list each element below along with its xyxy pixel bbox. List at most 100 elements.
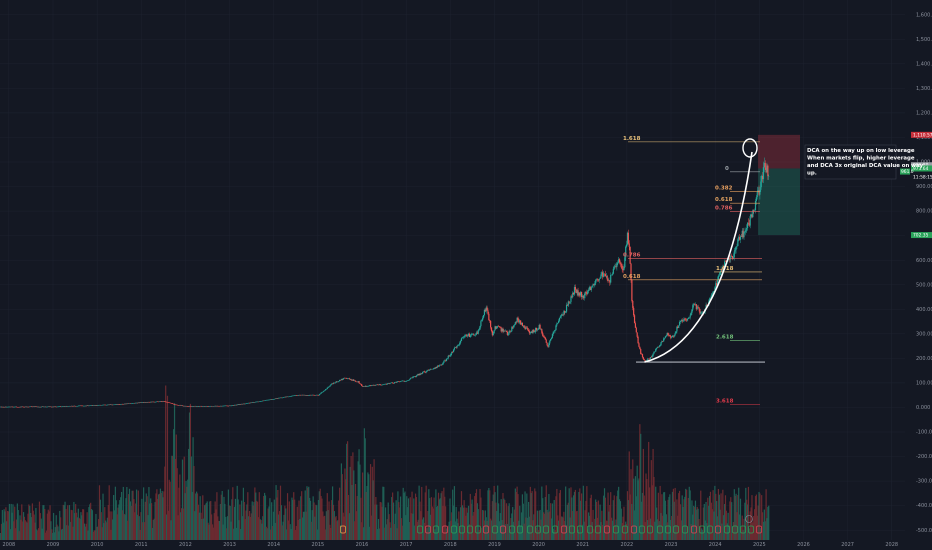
earnings-marker[interactable] — [467, 525, 473, 534]
candle-body — [125, 403, 127, 405]
earnings-marker[interactable] — [492, 525, 498, 534]
earnings-marker[interactable] — [500, 525, 506, 534]
earnings-marker[interactable] — [340, 525, 346, 534]
earnings-marker[interactable] — [613, 525, 619, 534]
take-profit-zone[interactable] — [758, 168, 800, 236]
volume-bar — [373, 459, 375, 540]
fibonacci-levels[interactable]: 1.61800.3820.6180.7860.7861.6180.6182.61… — [623, 136, 765, 405]
candle-body — [526, 327, 528, 329]
earnings-marker[interactable] — [451, 525, 457, 534]
volume-bar — [481, 527, 483, 540]
volume-bar — [458, 511, 460, 540]
candle-body — [416, 374, 418, 376]
candle-body — [665, 335, 667, 337]
volume-bar — [57, 526, 59, 540]
volume-bar — [471, 499, 473, 540]
earnings-marker[interactable] — [715, 525, 721, 534]
earnings-marker[interactable] — [595, 525, 601, 534]
candle-body — [749, 216, 751, 226]
volume-bar — [143, 522, 146, 540]
parabolic-curve[interactable] — [644, 151, 753, 363]
annotation-note[interactable]: DCA on the way up on low leverage When m… — [804, 144, 924, 180]
highlight-circle[interactable] — [742, 138, 758, 158]
earnings-marker[interactable] — [682, 525, 688, 534]
candle-body — [761, 175, 764, 180]
earnings-marker[interactable] — [665, 525, 671, 534]
upcoming-event-icon[interactable] — [745, 515, 753, 523]
earnings-marker[interactable] — [732, 525, 738, 534]
position-box[interactable] — [758, 134, 800, 236]
candle-body — [587, 291, 589, 295]
volume-bar — [555, 496, 557, 540]
earnings-marker[interactable] — [631, 525, 637, 534]
earnings-marker[interactable] — [724, 525, 730, 534]
candle-body — [550, 337, 553, 340]
candle-body — [426, 370, 428, 372]
volume-bar — [200, 512, 202, 540]
earnings-marker[interactable] — [699, 525, 705, 534]
earnings-marker[interactable] — [543, 525, 549, 534]
time-axis[interactable]: 2008 2009 2010 2011 2012 2013 2014 2015 2016 2017… — [2, 542, 898, 548]
volume-bar — [186, 486, 188, 540]
earnings-marker[interactable] — [527, 525, 533, 534]
volume-bar — [44, 509, 46, 540]
candle-body — [308, 395, 310, 396]
volume-bar — [85, 523, 87, 540]
candle-body — [278, 397, 280, 399]
earnings-marker[interactable] — [517, 525, 523, 534]
earnings-marker[interactable] — [647, 525, 653, 534]
earnings-marker[interactable] — [673, 525, 679, 534]
candle-body — [343, 377, 345, 379]
earnings-marker[interactable] — [639, 525, 645, 534]
candle-body — [396, 381, 398, 383]
earnings-marker[interactable] — [459, 525, 465, 534]
candle-body — [203, 406, 206, 407]
earnings-marker[interactable] — [657, 525, 663, 534]
candle-body — [443, 361, 445, 363]
volume-bar — [567, 502, 569, 540]
earnings-marker[interactable] — [535, 525, 541, 534]
candle-body — [157, 401, 159, 403]
fib-level-label: 2.618 — [716, 335, 734, 341]
earnings-marker[interactable] — [417, 525, 423, 534]
earnings-marker[interactable] — [691, 525, 697, 534]
earnings-marker[interactable] — [425, 525, 431, 534]
earnings-marker[interactable] — [577, 525, 583, 534]
earnings-marker[interactable] — [509, 525, 515, 534]
volume-bar — [93, 530, 95, 540]
drawings[interactable] — [644, 138, 758, 363]
earnings-marker[interactable] — [707, 525, 713, 534]
volume-bar — [569, 517, 571, 540]
earnings-marker[interactable] — [483, 525, 489, 534]
earnings-marker[interactable] — [587, 525, 593, 534]
earnings-marker[interactable] — [622, 525, 628, 534]
earnings-marker[interactable] — [569, 525, 575, 534]
volume-bar — [354, 483, 357, 540]
earnings-marker[interactable] — [442, 525, 448, 534]
candle-body — [477, 330, 479, 334]
earnings-marker[interactable] — [433, 525, 439, 534]
candle-body — [346, 378, 348, 379]
earnings-marker[interactable] — [475, 525, 481, 534]
earnings-marker[interactable] — [748, 525, 754, 534]
candle-body — [535, 327, 538, 331]
event-markers[interactable] — [340, 515, 762, 534]
earnings-marker[interactable] — [604, 525, 610, 534]
volume-bar — [437, 492, 440, 540]
candle-body — [615, 266, 617, 267]
volume-bar — [292, 499, 294, 540]
candle-body — [445, 358, 448, 362]
volume-bar — [337, 520, 339, 540]
price-axis[interactable]: -500.00-400.00-300.00-200.00-100.000.000… — [900, 12, 932, 534]
volume-bar — [24, 520, 26, 540]
volume-bar — [443, 487, 445, 540]
earnings-marker[interactable] — [552, 525, 558, 534]
volume-bar — [218, 521, 221, 540]
volume-bar — [596, 517, 599, 540]
candle-body — [333, 382, 335, 384]
earnings-marker[interactable] — [756, 525, 762, 534]
earnings-marker[interactable] — [740, 525, 746, 534]
volume-bar — [505, 503, 508, 540]
earnings-marker[interactable] — [561, 525, 567, 534]
